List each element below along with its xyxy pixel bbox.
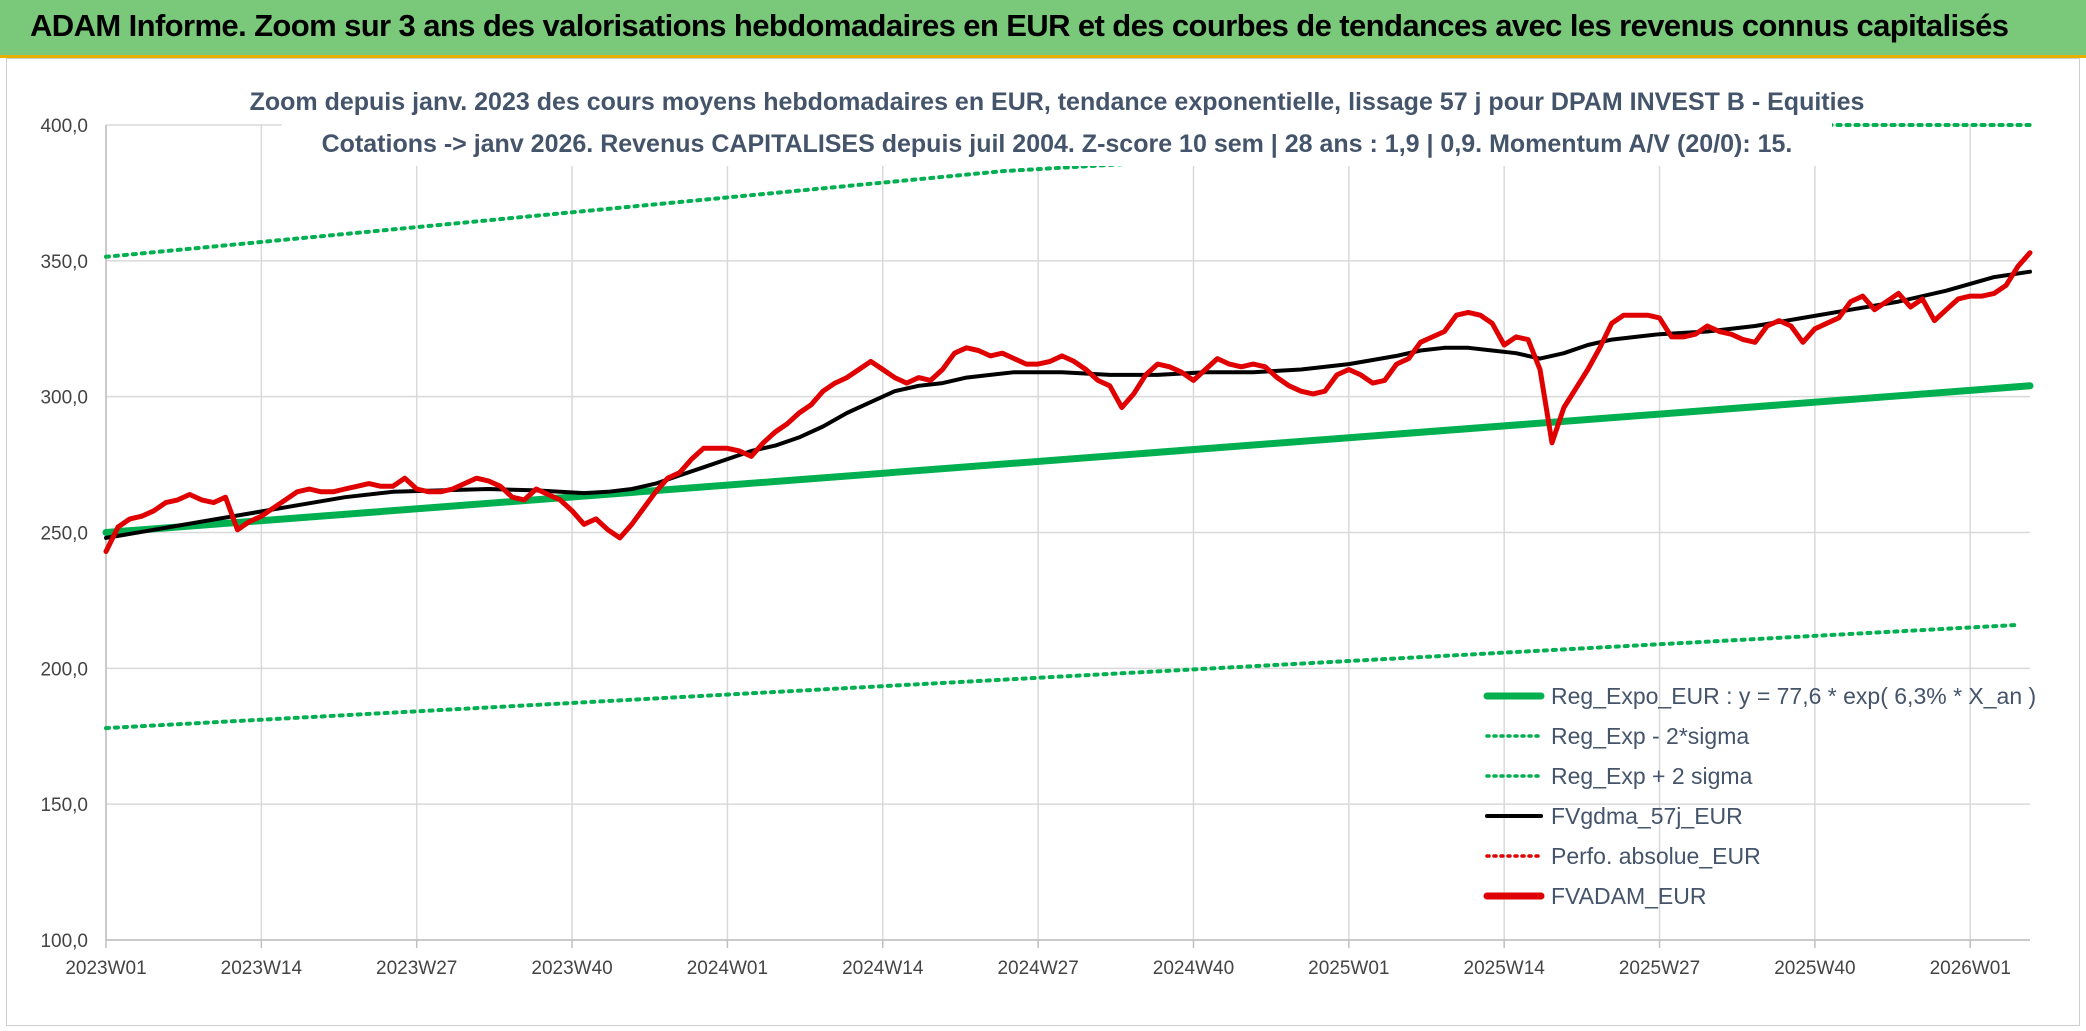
legend-label: FVADAM_EUR bbox=[1551, 883, 1707, 909]
moving-average-series bbox=[104, 269, 2032, 540]
report-banner: ADAM Informe. Zoom sur 3 ans des valoris… bbox=[0, 0, 2086, 58]
x-tick-label: 2026W01 bbox=[1930, 958, 2011, 979]
legend-label: Reg_Exp + 2 sigma bbox=[1551, 763, 1753, 789]
x-tick-label: 2024W40 bbox=[1153, 958, 1234, 979]
x-tick-label: 2024W14 bbox=[842, 958, 924, 979]
legend-label: Reg_Expo_EUR : y = 77,6 * exp( 6,3% * X_… bbox=[1551, 683, 2036, 709]
y-tick-label: 350,0 bbox=[40, 252, 88, 273]
y-tick-label: 100,0 bbox=[40, 931, 88, 952]
x-axis: 2023W01 2023W14 2023W27 2023W40 2024W01 2024W… bbox=[65, 939, 2030, 979]
x-tick-label: 2023W27 bbox=[376, 958, 457, 979]
y-tick-label: 400,0 bbox=[40, 116, 88, 137]
x-tick-label: 2024W27 bbox=[997, 958, 1078, 979]
x-tick-label: 2024W01 bbox=[687, 958, 768, 979]
legend-label: Perfo. absolue_EUR bbox=[1551, 843, 1761, 869]
x-tick-label: 2025W14 bbox=[1464, 958, 1546, 979]
chart-frame bbox=[6, 58, 2080, 1026]
reg-lower-2sigma-series bbox=[104, 622, 2020, 731]
series-layer bbox=[102, 123, 2034, 731]
legend-label: Reg_Exp - 2*sigma bbox=[1551, 723, 1749, 749]
report-title: ADAM Informe. Zoom sur 3 ans des valoris… bbox=[30, 8, 2009, 43]
fvadam-price-series bbox=[103, 250, 2033, 554]
x-tick-label: 2025W40 bbox=[1774, 958, 1855, 979]
chart-title-line-1: Zoom depuis janv. 2023 des cours moyens … bbox=[250, 88, 1865, 116]
reg-expo-series bbox=[102, 382, 2034, 536]
x-tick-label: 2025W01 bbox=[1308, 958, 1389, 979]
legend-label: FVgdma_57j_EUR bbox=[1551, 803, 1743, 829]
chart-title-background bbox=[282, 76, 1832, 166]
chart-title-line-2: Cotations -> janv 2026. Revenus CAPITALI… bbox=[322, 130, 1793, 158]
x-tick-label: 2025W27 bbox=[1619, 958, 1700, 979]
x-tick-label: 2023W01 bbox=[65, 958, 146, 979]
legend: Reg_Expo_EUR : y = 77,6 * exp( 6,3% * X_… bbox=[1483, 683, 2036, 909]
x-tick-label: 2023W14 bbox=[221, 958, 303, 979]
x-tick-label: 2023W40 bbox=[531, 958, 612, 979]
y-tick-label: 150,0 bbox=[40, 795, 88, 816]
y-tick-label: 200,0 bbox=[40, 659, 88, 680]
y-axis: 100,0 150,0 200,0 250,0 300,0 350,0 400,0 bbox=[40, 116, 107, 952]
y-tick-label: 300,0 bbox=[40, 388, 88, 409]
y-tick-label: 250,0 bbox=[40, 524, 88, 545]
